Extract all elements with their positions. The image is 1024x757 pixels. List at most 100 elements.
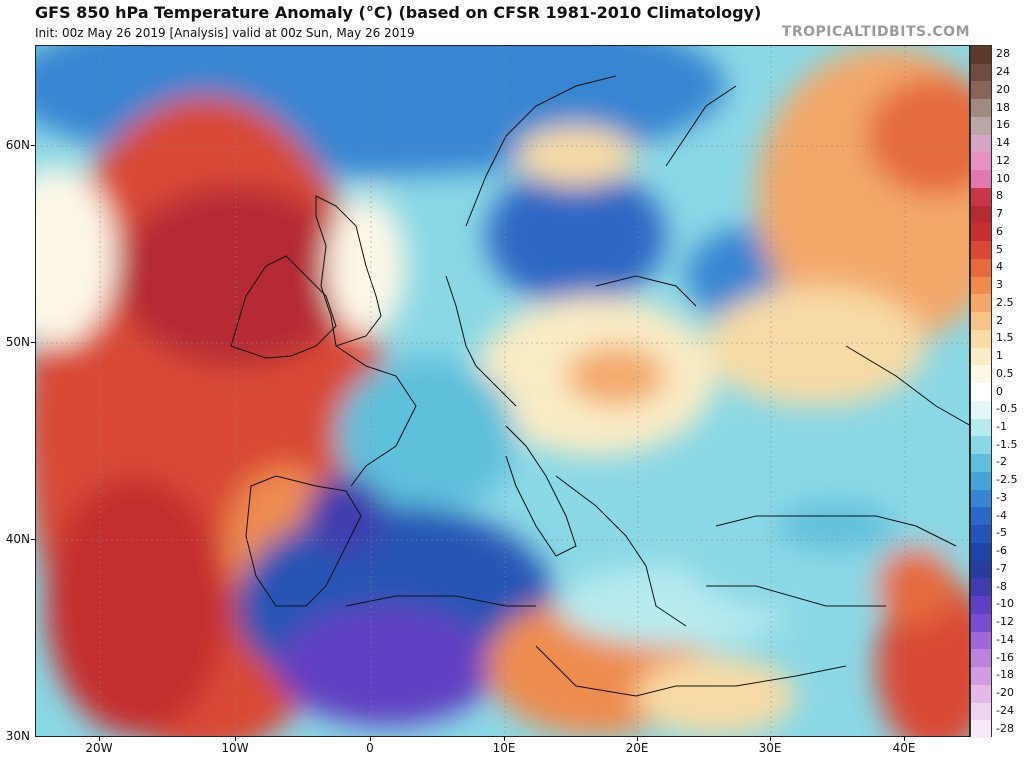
lon-label-20e: 20E (625, 741, 649, 755)
colorbar-swatch (971, 489, 991, 508)
colorbar-label: 14 (996, 136, 1010, 150)
colorbar-swatch (971, 525, 991, 544)
colorbar-label: -3 (996, 490, 1007, 504)
colorbar-swatch (971, 347, 991, 366)
colorbar-label: -5 (996, 526, 1007, 540)
colorbar-swatch (971, 170, 991, 189)
colorbar-label: 7 (996, 207, 1003, 221)
colorbar-swatch (971, 134, 991, 153)
lon-tick (637, 737, 638, 741)
lat-label-50n: 50N (5, 335, 30, 349)
colorbar-label: 12 (996, 153, 1010, 167)
colorbar-label: 0.5 (996, 366, 1014, 380)
colorbar-label: 0 (996, 384, 1003, 398)
colorbar-swatch (971, 400, 991, 420)
colorbar-label: 1 (996, 349, 1003, 362)
lon-label-20w: 20W (85, 741, 113, 755)
colorbar-label: -28 (996, 721, 1014, 735)
lat-label-60n: 60N (5, 138, 30, 152)
colorbar-swatch (971, 205, 991, 224)
colorbar-swatch (971, 116, 991, 136)
colorbar-swatch (971, 223, 991, 242)
lon-tick (770, 737, 771, 741)
colorbar-label: -1.5 (996, 437, 1018, 451)
colorbar-swatch (971, 613, 991, 633)
colorbar-swatch (971, 720, 991, 739)
lon-label-10w: 10W (221, 741, 249, 755)
lon-tick (504, 737, 505, 741)
colorbar-swatch (971, 329, 991, 349)
colorbar-label: -2.5 (996, 473, 1018, 487)
colorbar-swatch (971, 312, 991, 331)
lat-label-40n: 40N (5, 532, 30, 546)
colorbar-swatch (971, 294, 991, 313)
colorbar-label: 20 (996, 82, 1010, 96)
colorbar-swatch (971, 684, 991, 703)
lon-label-0: 0 (366, 741, 374, 755)
colorbar-swatch (971, 667, 991, 686)
colorbar-label: 2 (996, 313, 1003, 327)
colorbar-swatch (971, 471, 991, 491)
colorbar-label: 4 (996, 260, 1003, 274)
colorbar-label: 24 (996, 65, 1010, 79)
colorbar-label: -12 (996, 615, 1014, 629)
colorbar-swatch (971, 507, 991, 526)
lon-label-40e: 40E (892, 741, 916, 755)
map-title: GFS 850 hPa Temperature Anomaly (°C) (ba… (35, 3, 762, 22)
coastlines (230, 75, 969, 697)
brand-watermark: TROPICALTIDBITS.COM (781, 24, 970, 40)
colorbar (970, 45, 992, 739)
colorbar-label: -1 (996, 419, 1007, 433)
graticule (36, 46, 969, 736)
anomaly-map (35, 45, 970, 737)
colorbar-swatch (971, 187, 991, 207)
colorbar-swatch (971, 631, 991, 650)
colorbar-label: -16 (996, 650, 1014, 664)
lon-tick (235, 737, 236, 741)
colorbar-label: -7 (996, 561, 1007, 575)
colorbar-label: -14 (996, 632, 1014, 646)
colorbar-label: -2 (996, 455, 1007, 469)
colorbar-label: -8 (996, 579, 1007, 593)
lat-tick (31, 145, 35, 146)
colorbar-swatch (971, 418, 991, 437)
colorbar-swatch (971, 702, 991, 721)
lat-tick (31, 539, 35, 540)
colorbar-label: -20 (996, 686, 1014, 700)
lon-label-10e: 10E (492, 741, 516, 755)
colorbar-label: -18 (996, 668, 1014, 682)
colorbar-label: -4 (996, 508, 1007, 522)
lat-label-30n: 30N (5, 729, 30, 743)
colorbar-label: 8 (996, 189, 1003, 203)
colorbar-label: 10 (996, 171, 1010, 185)
colorbar-label: -6 (996, 544, 1007, 558)
colorbar-label: -10 (996, 597, 1014, 611)
colorbar-swatch (971, 99, 991, 118)
colorbar-swatch (971, 152, 991, 171)
colorbar-swatch (971, 81, 991, 100)
colorbar-label: -24 (996, 703, 1014, 717)
colorbar-swatch (971, 276, 991, 295)
colorbar-swatch (971, 454, 991, 473)
colorbar-label: 16 (996, 118, 1010, 132)
colorbar-label: 5 (996, 242, 1003, 256)
lon-tick (99, 737, 100, 741)
colorbar-swatch (971, 258, 991, 278)
lon-tick (370, 737, 371, 741)
colorbar-swatch (971, 596, 991, 615)
lon-tick (904, 737, 905, 741)
colorbar-swatch (971, 436, 991, 455)
colorbar-label: 18 (996, 100, 1010, 114)
colorbar-swatch (971, 649, 991, 668)
colorbar-swatch (971, 241, 991, 260)
colorbar-label: 28 (996, 47, 1010, 61)
lat-tick (31, 342, 35, 343)
colorbar-label: 2.5 (996, 295, 1014, 309)
colorbar-swatch (971, 383, 991, 402)
colorbar-label: -0.5 (996, 402, 1018, 416)
colorbar-label: 6 (996, 224, 1003, 238)
colorbar-label: 1.5 (996, 331, 1014, 345)
colorbar-swatch (971, 560, 991, 579)
colorbar-swatch (971, 365, 991, 384)
colorbar-swatch (971, 46, 991, 65)
